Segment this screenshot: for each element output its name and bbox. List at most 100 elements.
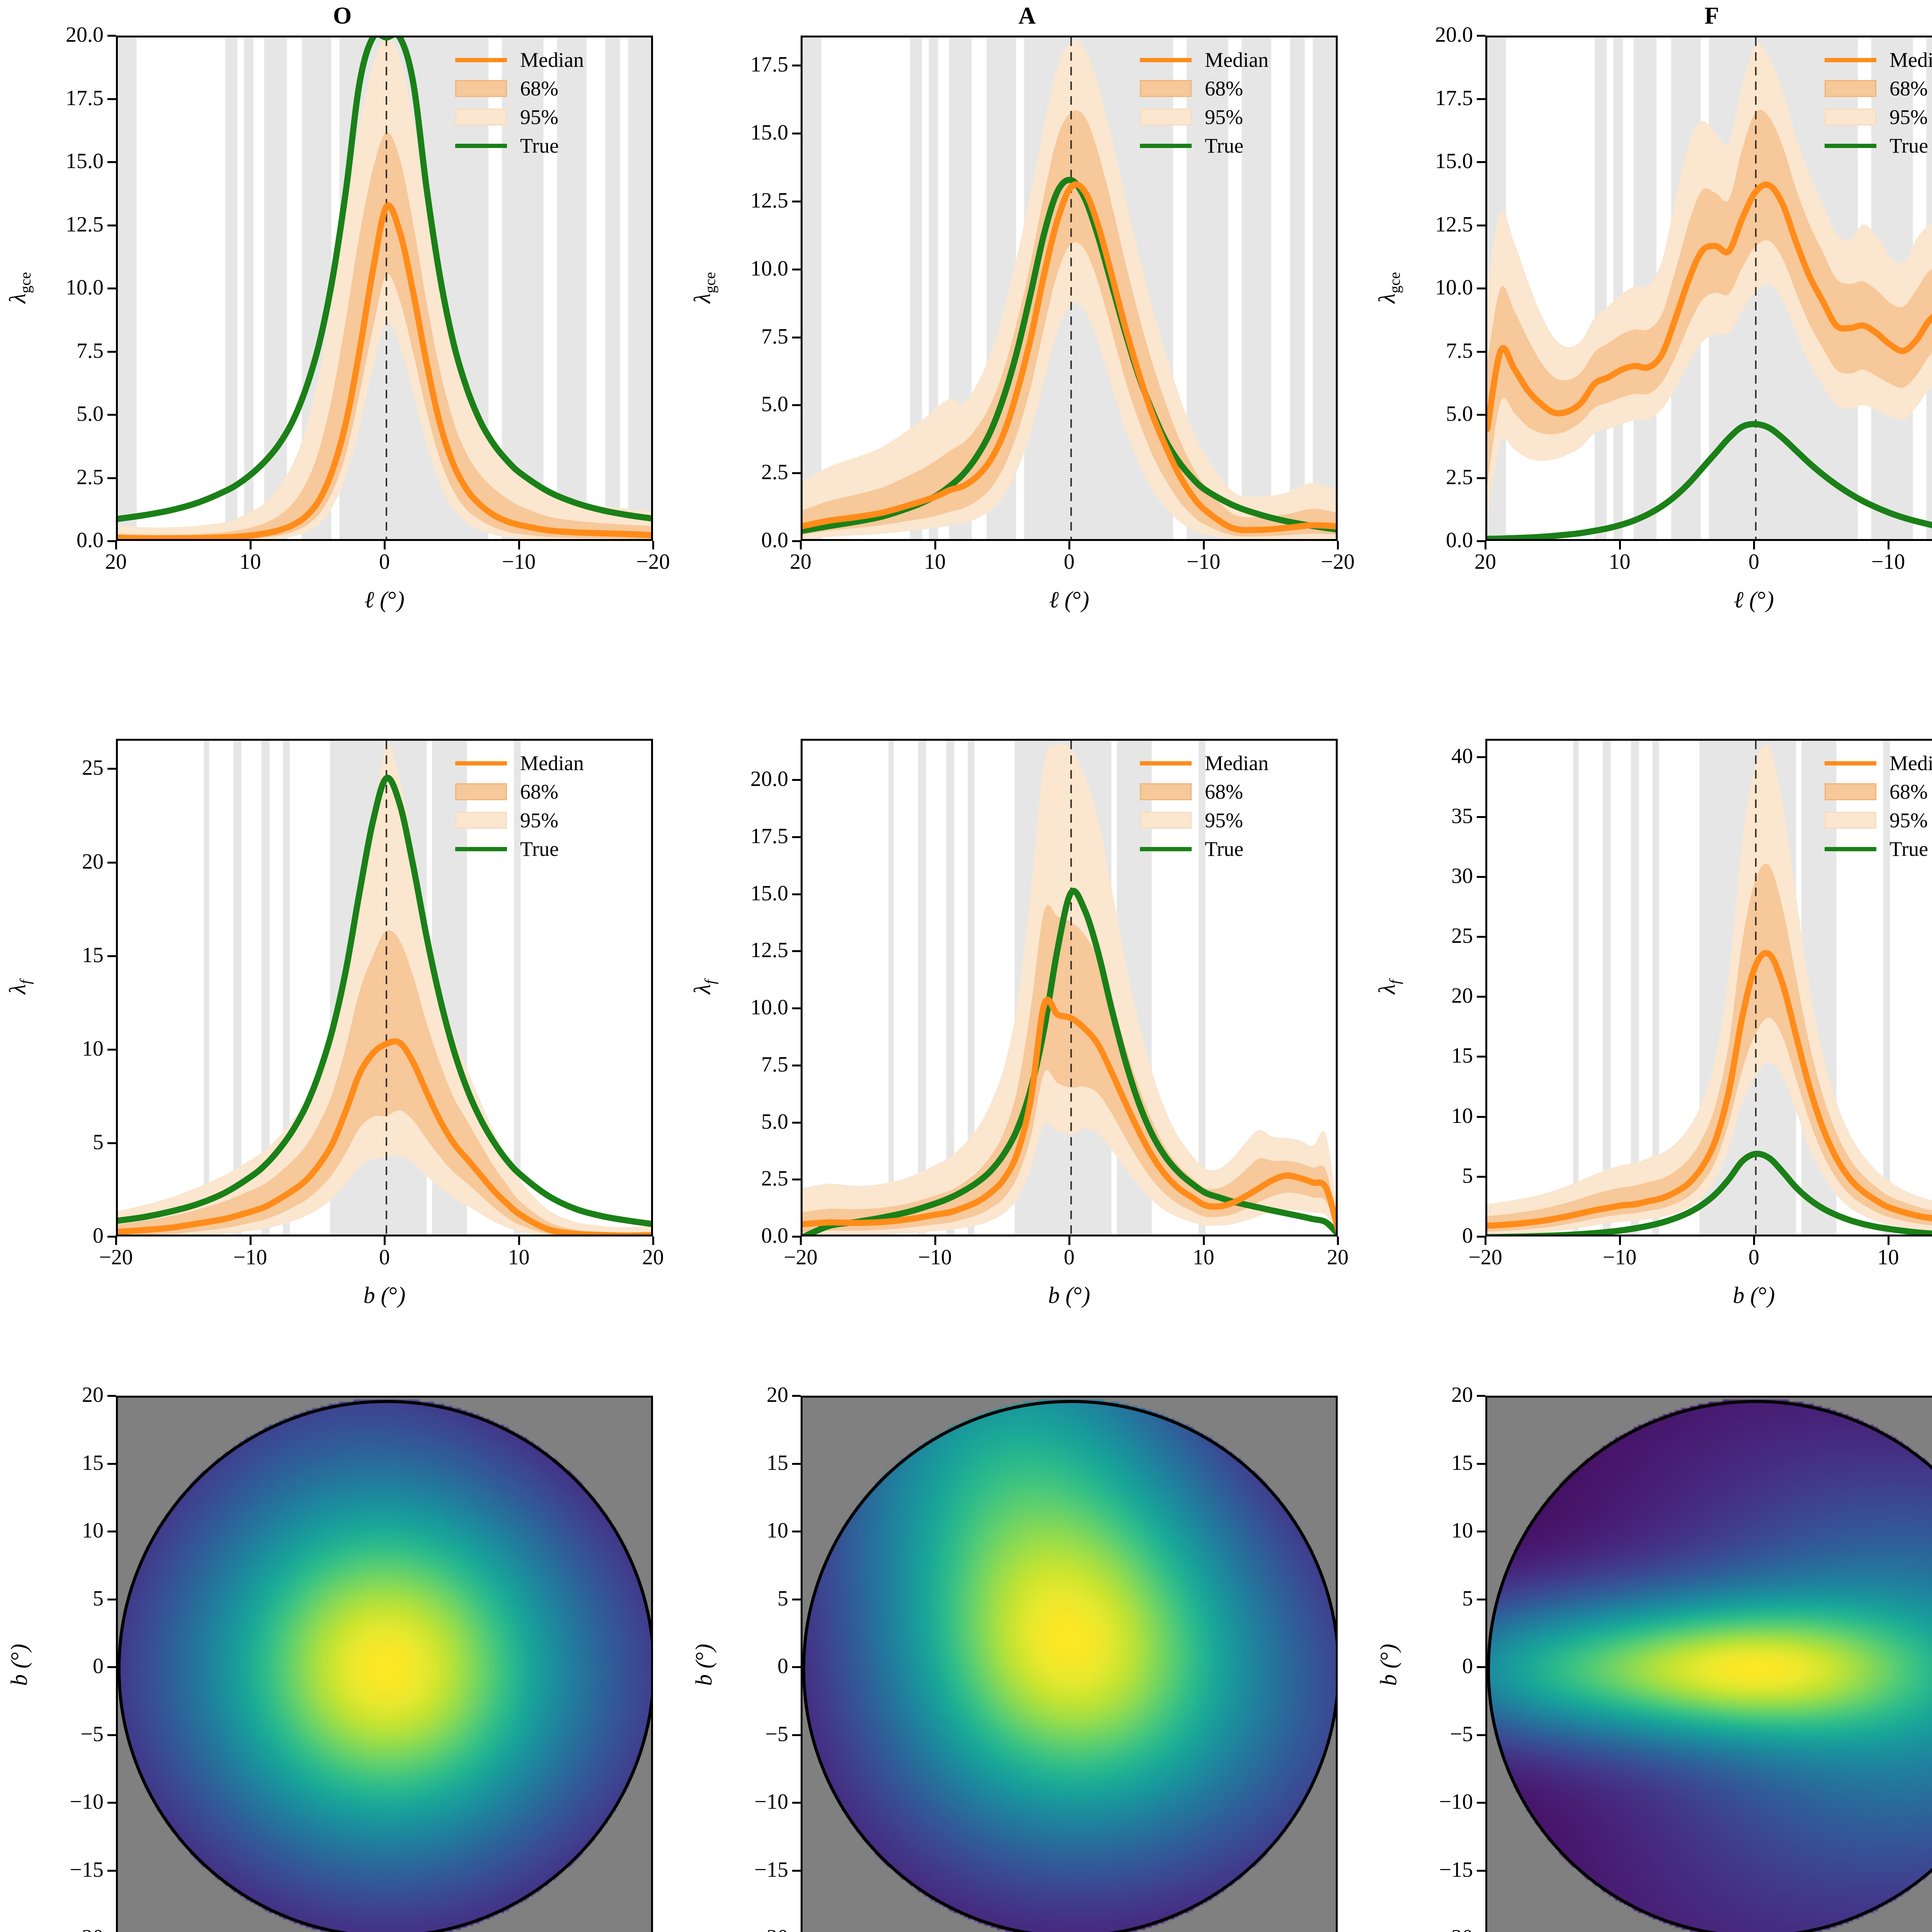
legend-label: Median (1205, 752, 1269, 775)
roi-circle-overlay (118, 1400, 651, 1932)
x-tick-label: 10 (239, 550, 261, 574)
legend-O-f-b: Median 68% 95% True (452, 749, 584, 863)
legend-entry: 95% (1137, 806, 1269, 835)
y-tick-mark (1477, 161, 1485, 163)
y-tick-label: 20.0 (66, 23, 104, 47)
y-tick-label: 35 (1451, 804, 1473, 828)
y-tick-mark (792, 1802, 801, 1804)
y-tick-label: 7.5 (761, 1052, 788, 1077)
legend-F-gce-l: Median 68% 95% True (1821, 46, 1932, 160)
panel-title-A: A (1018, 3, 1036, 29)
x-tick-mark (1202, 1236, 1205, 1245)
y-tick-mark (107, 1734, 116, 1736)
median-curve (803, 181, 1336, 533)
legend-entry: 68% (1821, 777, 1932, 806)
axes-F-map (1485, 1396, 1932, 1932)
x-tick-mark (1619, 1236, 1621, 1245)
y-tick-label: 5.0 (1446, 402, 1473, 426)
y-tick-mark (107, 1666, 116, 1668)
y-tick-label: 5 (1462, 1586, 1473, 1611)
masked-band (1595, 37, 1607, 539)
y-tick-mark (1477, 1531, 1485, 1532)
x-tick-mark (1485, 1236, 1486, 1245)
legend-key-95pct (452, 103, 510, 131)
y-tick-mark (792, 1236, 801, 1238)
legend-key-68pct (1821, 777, 1879, 806)
x-tick-label: −10 (1186, 550, 1221, 574)
y-tick-label: 20 (82, 1383, 104, 1407)
legend-entry: Median (1137, 749, 1269, 777)
x-tick-mark (249, 541, 252, 549)
y-tick-mark (792, 779, 801, 781)
legend-entry: 95% (1137, 103, 1269, 131)
y-tick-label: 0.0 (761, 1224, 788, 1248)
y-tick-mark (1477, 224, 1485, 226)
x-tick-label: 10 (1609, 550, 1631, 574)
y-tick-label: 20 (82, 849, 104, 874)
y-tick-label: 20 (1451, 984, 1473, 1008)
y-tick-mark (1477, 540, 1485, 542)
y-tick-label: 5 (777, 1586, 788, 1611)
roi-circle-overlay (803, 1400, 1336, 1932)
y-tick-label: 30 (1451, 864, 1473, 888)
masked-band (803, 37, 821, 539)
y-tick-label: 10.0 (1435, 276, 1473, 299)
y-tick-label: 10 (1451, 1519, 1473, 1543)
panel-O-gce-l: O 0.0 2.5 5.0 7.5 10.0 12.5 15.0 17.5 20.0 20 10 0 −1… (0, 0, 685, 657)
y-tick-label: −5 (1450, 1722, 1473, 1746)
legend-line-swatch (455, 144, 507, 148)
legend-label: 95% (1205, 105, 1243, 129)
legend-key-68pct (1821, 74, 1879, 103)
legend-line-swatch (1140, 144, 1192, 148)
legend-O-gce-l: Median 68% 95% True (452, 46, 584, 160)
legend-label: 68% (1205, 780, 1243, 803)
y-tick-mark (792, 1598, 801, 1600)
x-tick-mark (1068, 541, 1070, 549)
x-tick-label: −10 (502, 550, 536, 574)
legend-patch-swatch (1140, 80, 1192, 97)
legend-line-swatch (1825, 847, 1876, 851)
y-tick-label: 15 (1451, 1044, 1473, 1068)
legend-key-95pct (1137, 103, 1195, 131)
legend-key-True (452, 131, 510, 160)
y-tick-label: 5 (93, 1130, 104, 1154)
y-tick-label: 0 (93, 1224, 104, 1248)
y-tick-mark (107, 540, 116, 542)
y-tick-label: 15 (82, 1451, 104, 1475)
x-tick-label: 20 (642, 1245, 664, 1269)
legend-label: 68% (520, 780, 558, 803)
roi-boundary-circle (803, 1400, 1336, 1932)
y-tick-label: 12.5 (750, 188, 788, 213)
masked-band (1631, 741, 1639, 1235)
x-tick-label: 20 (105, 550, 127, 574)
y-tick-mark (1477, 876, 1485, 878)
legend-entry: Median (452, 749, 584, 777)
true-curve (803, 888, 1336, 1235)
y-tick-label: 25 (82, 756, 104, 780)
y-tick-label: 15.0 (66, 149, 104, 173)
y-tick-mark (792, 1007, 801, 1010)
legend-label: True (520, 837, 559, 861)
y-tick-mark (1477, 1598, 1485, 1600)
y-tick-label: 40 (1451, 744, 1473, 768)
median-curve (118, 1038, 651, 1235)
credible-band-95 (118, 37, 651, 539)
x-axis-label: b (°) (1733, 1282, 1775, 1308)
x-tick-label: 20 (790, 550, 811, 574)
axes-A-map (801, 1396, 1338, 1932)
y-tick-mark (792, 1121, 801, 1124)
panel-O-map: −20−15−10−50510152020100−10−20b (°)ℓ (°) (0, 1376, 685, 1932)
masked-band (605, 37, 620, 539)
panel-A-map: −20−15−10−50510152020100−10−20b (°)ℓ (°) (685, 1376, 1369, 1932)
x-tick-mark (800, 1236, 802, 1245)
x-tick-label: 0 (1748, 1245, 1759, 1269)
y-tick-label: 10.0 (750, 995, 788, 1020)
y-tick-mark (1477, 1463, 1485, 1465)
y-tick-label: 10.0 (66, 276, 104, 299)
credible-band-68 (803, 905, 1336, 1232)
y-tick-mark (1477, 414, 1485, 416)
y-tick-label: 10 (82, 1519, 104, 1543)
legend-entry: 68% (452, 74, 584, 103)
roi-circle-overlay (1487, 1400, 1932, 1932)
x-axis-label: b (°) (363, 1282, 406, 1308)
